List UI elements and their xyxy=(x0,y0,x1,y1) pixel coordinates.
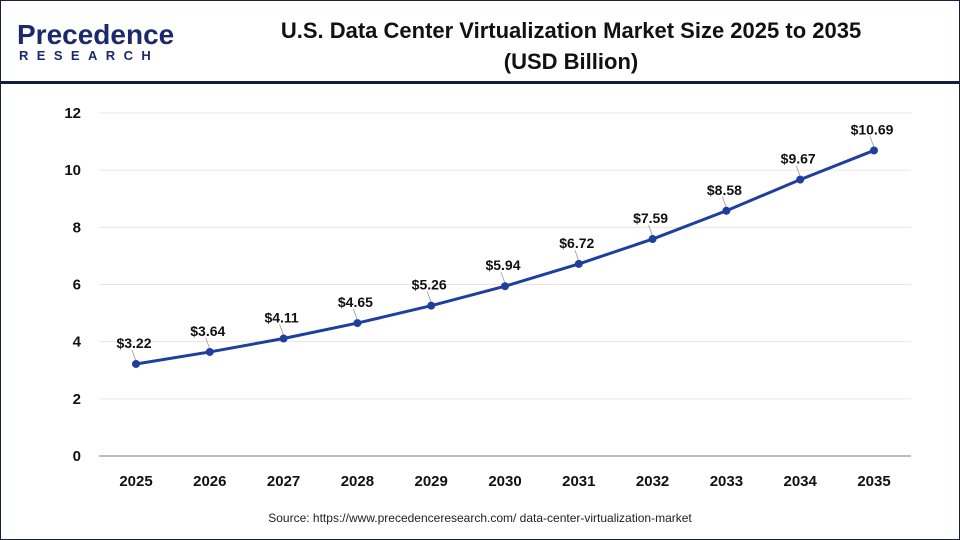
y-tick-label: 2 xyxy=(73,391,81,408)
header-divider xyxy=(1,81,959,84)
data-point xyxy=(501,282,509,291)
data-label: $9.67 xyxy=(781,151,816,167)
chart-title: U.S. Data Center Virtualization Market S… xyxy=(201,15,941,77)
x-tick-label: 2025 xyxy=(119,473,152,490)
x-tick-label: 2030 xyxy=(488,473,521,490)
data-label: $8.58 xyxy=(707,182,742,198)
y-tick-label: 0 xyxy=(73,448,81,465)
logo-line1: Precedence xyxy=(17,19,175,50)
label-leader xyxy=(279,324,284,336)
data-label: $5.26 xyxy=(412,277,447,293)
logo: Precedence RESEARCH xyxy=(17,21,174,63)
data-point xyxy=(205,347,214,356)
data-point xyxy=(796,175,805,184)
data-label: $4.11 xyxy=(264,310,298,326)
data-point xyxy=(427,301,436,310)
label-leader xyxy=(574,249,580,262)
data-label: $7.59 xyxy=(633,210,668,226)
label-leader xyxy=(795,165,801,177)
data-label: $3.22 xyxy=(116,335,151,351)
y-tick-label: 10 xyxy=(64,162,81,179)
x-tick-label: 2026 xyxy=(193,473,226,490)
x-tick-label: 2027 xyxy=(267,473,300,490)
title-line1: U.S. Data Center Virtualization Market S… xyxy=(280,18,862,43)
x-tick-label: 2035 xyxy=(857,473,890,490)
data-point xyxy=(279,334,288,343)
y-tick-label: 12 xyxy=(64,105,81,122)
label-leader xyxy=(869,136,875,148)
data-label: $5.94 xyxy=(485,257,520,273)
y-tick-label: 4 xyxy=(73,334,82,351)
title-line2: (USD Billion) xyxy=(503,49,639,74)
source-note: Source: https://www.precedenceresearch.c… xyxy=(268,511,692,525)
data-label: $10.69 xyxy=(851,121,894,137)
label-leader xyxy=(500,272,506,284)
label-leader xyxy=(648,224,653,237)
label-leader xyxy=(426,291,432,303)
data-point xyxy=(870,146,878,155)
data-point xyxy=(722,206,731,215)
y-tick-label: 6 xyxy=(73,277,81,294)
x-tick-label: 2032 xyxy=(636,473,669,490)
x-tick-label: 2028 xyxy=(341,473,374,490)
y-tick-label: 8 xyxy=(73,219,81,236)
data-point xyxy=(132,359,140,368)
x-tick-label: 2031 xyxy=(562,473,595,490)
data-point xyxy=(353,319,362,328)
data-label: $4.65 xyxy=(338,294,373,310)
data-label: $6.72 xyxy=(559,235,594,251)
x-tick-label: 2033 xyxy=(710,473,743,490)
logo-line2: RESEARCH xyxy=(19,48,160,63)
data-label: $3.64 xyxy=(190,323,225,339)
label-leader xyxy=(205,337,211,350)
data-point xyxy=(574,259,583,268)
label-leader xyxy=(722,196,727,208)
x-tick-label: 2034 xyxy=(784,473,818,490)
x-tick-label: 2029 xyxy=(415,473,448,490)
data-point xyxy=(648,235,657,244)
label-leader xyxy=(353,308,358,321)
label-leader xyxy=(131,349,137,362)
